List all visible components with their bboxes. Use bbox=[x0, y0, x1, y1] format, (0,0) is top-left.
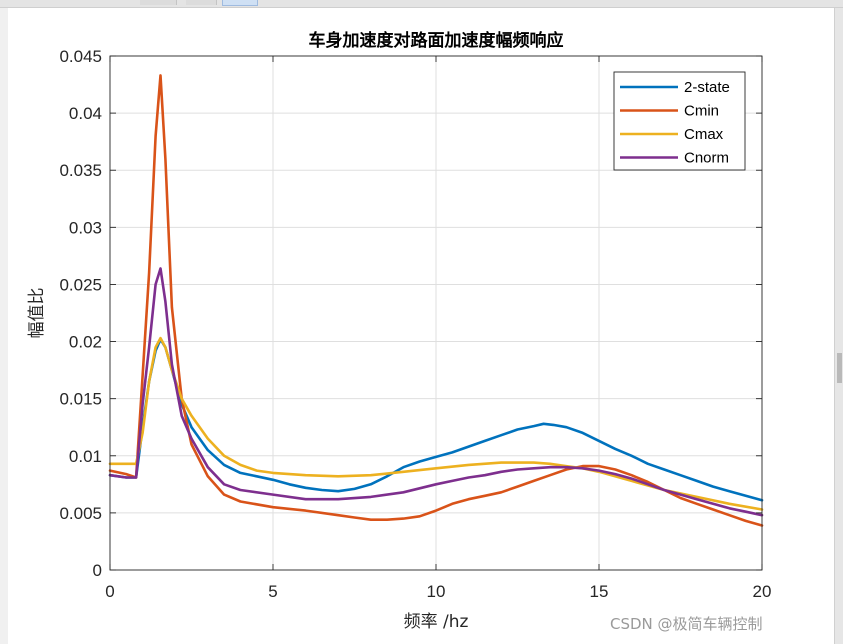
window-top-bar bbox=[0, 0, 843, 8]
x-tick-label: 5 bbox=[268, 582, 277, 601]
chart-title: 车身加速度对路面加速度幅频响应 bbox=[309, 30, 564, 51]
toolbar-button-partial-selected[interactable] bbox=[222, 0, 258, 6]
toolbar-button-partial[interactable] bbox=[186, 0, 217, 5]
legend-label-cmax: Cmax bbox=[684, 126, 724, 143]
x-axis-label: 频率 /hz bbox=[404, 612, 469, 632]
y-tick-label: 0.025 bbox=[59, 275, 102, 294]
series-line-cmin bbox=[108, 74, 764, 527]
legend-box bbox=[613, 71, 746, 171]
y-tick-label: 0.005 bbox=[59, 504, 102, 523]
y-tick-label: 0.045 bbox=[59, 47, 102, 66]
watermark: CSDN @极简车辆控制 bbox=[610, 615, 763, 633]
y-tick-label: 0.04 bbox=[69, 104, 102, 123]
y-tick-labels: 0 0.005 0.01 0.015 0.02 0.025 0.03 0.035 0.04 0.0… bbox=[59, 47, 102, 580]
y-tick-label: 0.01 bbox=[69, 447, 102, 466]
axis-ticks bbox=[109, 55, 763, 571]
toolbar-button-partial[interactable] bbox=[140, 0, 177, 5]
legend[interactable]: 2-state Cmin Cmax Cnorm bbox=[613, 71, 746, 171]
x-tick-label: 0 bbox=[105, 582, 114, 601]
legend-label-2-state: 2-state bbox=[684, 79, 730, 96]
scrollbar-thumb[interactable] bbox=[837, 353, 842, 383]
y-tick-label: 0.02 bbox=[69, 333, 102, 352]
series-lines bbox=[108, 74, 764, 527]
y-tick-label: 0.03 bbox=[69, 218, 102, 237]
x-tick-label: 10 bbox=[427, 582, 446, 601]
x-tick-label: 15 bbox=[590, 582, 609, 601]
y-axis-label: 幅值比 bbox=[27, 288, 47, 339]
x-tick-label: 20 bbox=[753, 582, 772, 601]
y-tick-label: 0.035 bbox=[59, 161, 102, 180]
y-tick-label: 0.015 bbox=[59, 390, 102, 409]
vertical-scrollbar[interactable] bbox=[834, 8, 843, 644]
x-tick-labels: 0 5 10 15 20 bbox=[105, 582, 771, 601]
y-tick-label: 0 bbox=[93, 561, 102, 580]
legend-label-cnorm: Cnorm bbox=[684, 150, 729, 167]
series-line-cnorm bbox=[108, 267, 764, 517]
legend-label-cmin: Cmin bbox=[684, 103, 719, 120]
